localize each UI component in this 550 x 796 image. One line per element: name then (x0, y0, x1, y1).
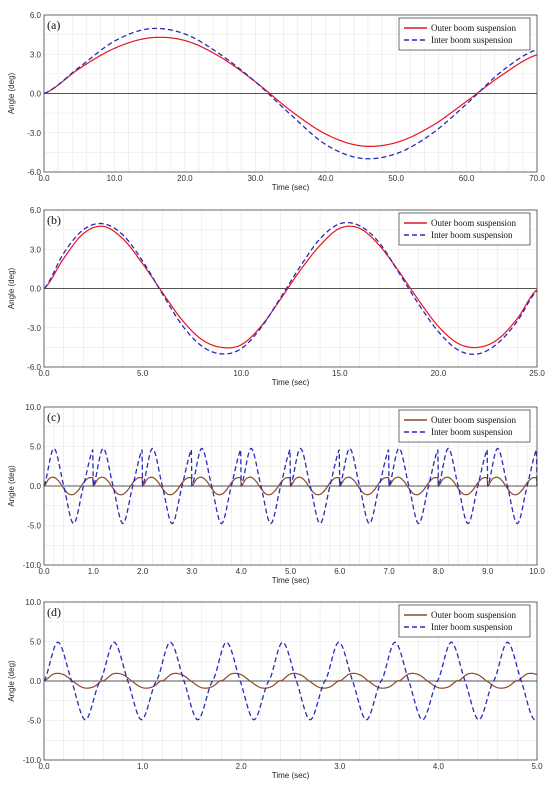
y-tick-label: 6.0 (30, 11, 42, 20)
series-line-outer-boom (43, 225, 538, 349)
legend-box (398, 409, 531, 443)
x-tick-label: 2.0 (137, 567, 149, 576)
series-line-inter-boom (43, 221, 538, 355)
legend-label: Inter boom suspension (431, 230, 513, 240)
legend: Outer boom suspension Inter boom suspensi… (398, 212, 531, 246)
series-line-outer-boom (43, 672, 538, 689)
y-tick-label: -6.0 (27, 168, 41, 177)
x-tick-label: 20.0 (431, 369, 447, 378)
x-tick-label: 9.0 (482, 567, 494, 576)
y-tick-label: 3.0 (30, 50, 42, 59)
legend-label: Inter boom suspension (431, 622, 513, 632)
x-tick-label: 0.0 (38, 567, 50, 576)
legend-box (398, 212, 531, 246)
plot-frame (43, 406, 538, 566)
x-tick-label: 30.0 (247, 174, 263, 183)
legend-label: Outer boom suspension (431, 23, 516, 33)
y-tick-label: 0.0 (30, 677, 42, 686)
y-tick-label: 6.0 (30, 206, 42, 215)
legend-label: Outer boom suspension (431, 610, 516, 620)
chart-panel-2: 6.03.00.0-3.0-6.00.0 5.0 10.0 15.0 20.0 25.0T… (7, 206, 545, 387)
legend-label: Outer boom suspension (431, 415, 516, 425)
x-tick-label: 70.0 (529, 174, 545, 183)
x-axis-label: Time (sec) (272, 183, 310, 192)
y-tick-label: 0.0 (30, 482, 42, 491)
series-line-outer-boom (43, 36, 538, 147)
x-tick-label: 5.0 (285, 567, 297, 576)
y-tick-label: 0.0 (30, 285, 42, 294)
y-tick-label: 10.0 (25, 403, 41, 412)
x-tick-label: 0.0 (38, 762, 50, 771)
legend: Outer boom suspension Inter boom suspensi… (398, 17, 531, 51)
plot-frame (43, 14, 538, 173)
x-tick-label: 10.0 (529, 567, 545, 576)
x-tick-label: 10.0 (107, 174, 123, 183)
x-tick-label: 5.0 (137, 369, 149, 378)
x-tick-label: 4.0 (236, 567, 248, 576)
chart-panel-3: 10.05.00.0-5.0-10.00.0 1.0 2.0 3.0 4.0 5.0 6.0… (7, 403, 545, 585)
plot-frame (43, 209, 538, 368)
series-line-inter-boom (43, 641, 538, 721)
panel-label: (b) (47, 213, 61, 227)
y-tick-label: 10.0 (25, 598, 41, 607)
y-axis-label: Angle (deg) (7, 72, 16, 114)
x-tick-label: 5.0 (531, 762, 543, 771)
y-axis-label: Angle (deg) (7, 465, 16, 507)
x-tick-label: 50.0 (388, 174, 404, 183)
y-tick-label: -6.0 (27, 363, 41, 372)
x-tick-label: 6.0 (334, 567, 346, 576)
x-tick-label: 1.0 (88, 567, 100, 576)
x-tick-label: 7.0 (384, 567, 396, 576)
y-axis-label: Angle (deg) (7, 660, 16, 702)
series-line-inter-boom (43, 447, 538, 525)
panel-label: (a) (47, 18, 60, 32)
y-tick-label: -10.0 (23, 561, 42, 570)
x-tick-label: 4.0 (433, 762, 445, 771)
x-tick-label: 60.0 (459, 174, 475, 183)
y-tick-label: 5.0 (30, 443, 42, 452)
x-tick-label: 0.0 (38, 369, 50, 378)
x-axis-label: Time (sec) (272, 378, 310, 387)
x-tick-label: 3.0 (186, 567, 198, 576)
legend-label: Inter boom suspension (431, 35, 513, 45)
y-tick-label: 5.0 (30, 638, 42, 647)
x-axis-label: Time (sec) (272, 771, 310, 780)
x-tick-label: 25.0 (529, 369, 545, 378)
plot-frame (43, 601, 538, 761)
panel-label: (c) (47, 410, 60, 424)
x-tick-label: 0.0 (38, 174, 50, 183)
legend-label: Outer boom suspension (431, 218, 516, 228)
y-tick-label: 3.0 (30, 245, 42, 254)
legend: Outer boom suspension Inter boom suspensi… (398, 409, 531, 443)
panel-label: (d) (47, 605, 61, 619)
x-tick-label: 8.0 (433, 567, 445, 576)
x-tick-label: 20.0 (177, 174, 193, 183)
x-tick-label: 2.0 (236, 762, 248, 771)
chart-panel-1: 6.03.00.0-3.0-6.00.0 10.0 20.0 30.0 40.0 50.0… (7, 11, 545, 192)
x-tick-label: 15.0 (332, 369, 348, 378)
y-tick-label: -3.0 (27, 324, 41, 333)
y-axis-label: Angle (deg) (7, 267, 16, 309)
x-tick-label: 3.0 (334, 762, 346, 771)
legend-box (398, 604, 531, 638)
y-tick-label: -3.0 (27, 129, 41, 138)
x-axis-label: Time (sec) (272, 576, 310, 585)
legend: Outer boom suspension Inter boom suspensi… (398, 604, 531, 638)
chart-panel-4: 10.05.00.0-5.0-10.00.0 1.0 2.0 3.0 4.0 5.0Tim… (7, 598, 543, 780)
y-tick-label: -5.0 (27, 522, 41, 531)
legend-label: Inter boom suspension (431, 427, 513, 437)
x-tick-label: 40.0 (318, 174, 334, 183)
legend-box (398, 17, 531, 51)
y-tick-label: -5.0 (27, 717, 41, 726)
x-tick-label: 1.0 (137, 762, 149, 771)
x-tick-label: 10.0 (233, 369, 249, 378)
y-tick-label: 0.0 (30, 90, 42, 99)
y-tick-label: -10.0 (23, 756, 42, 765)
